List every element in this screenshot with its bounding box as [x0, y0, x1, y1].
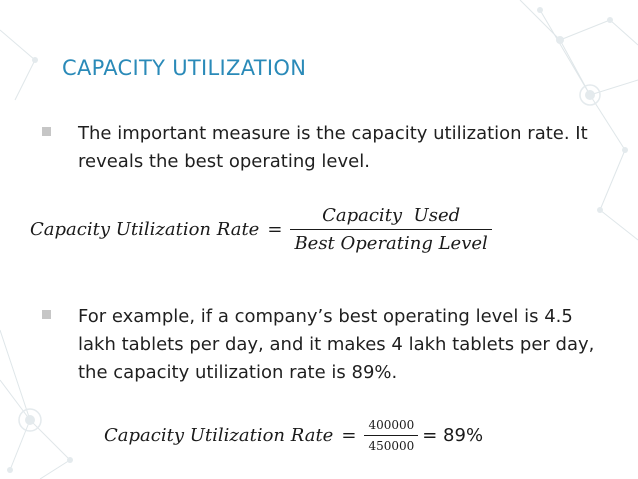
formula-lhs: Capacity Utilization Rate — [104, 425, 334, 446]
formula-lhs: Capacity Utilization Rate — [30, 219, 260, 240]
square-bullet-icon — [42, 310, 51, 319]
capacity-utilization-formula: Capacity Utilization Rate = Capacity Use… — [30, 205, 492, 254]
slide-title: CAPACITY UTILIZATION — [62, 56, 307, 80]
bullet-item-example: For example, if a company’s best operati… — [42, 303, 594, 387]
square-bullet-icon — [42, 127, 51, 136]
formula-equals: = — [267, 219, 283, 240]
bullet-text: The important measure is the capacity ut… — [78, 123, 588, 172]
formula-denominator: 450000 — [368, 439, 415, 453]
example-formula: Capacity Utilization Rate = 400000 45000… — [104, 418, 483, 453]
formula-denominator: Best Operating Level — [294, 233, 488, 254]
formula-numerator: Capacity Used — [322, 205, 461, 226]
formula-fraction: 400000 450000 — [364, 418, 419, 453]
formula-equals: = — [341, 425, 357, 446]
formula-numerator: 400000 — [368, 418, 415, 432]
fraction-bar — [364, 435, 419, 436]
bullet-text: For example, if a company’s best operati… — [78, 306, 595, 383]
fraction-bar — [290, 229, 492, 230]
formula-fraction: Capacity Used Best Operating Level — [290, 205, 492, 254]
formula-result: = 89% — [422, 425, 484, 446]
bullet-item-capacity-rate: The important measure is the capacity ut… — [42, 120, 588, 176]
